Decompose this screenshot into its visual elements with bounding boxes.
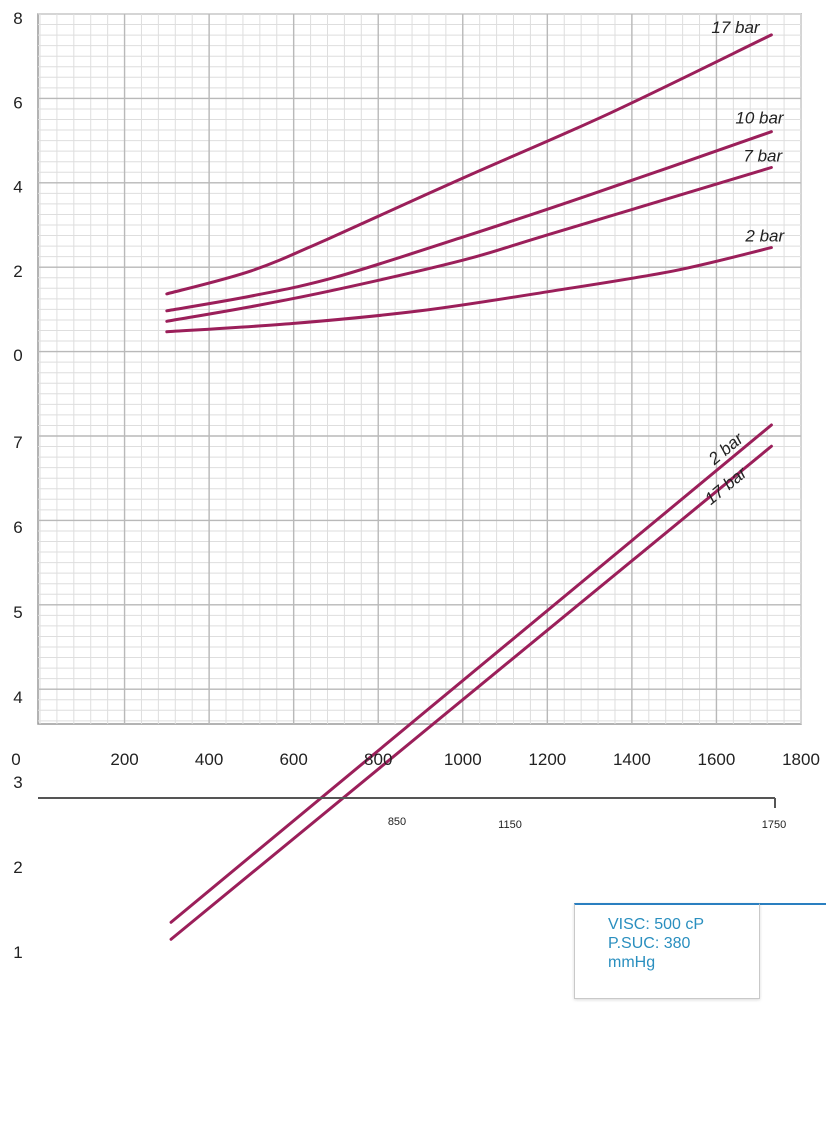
curve-upper-10-bar bbox=[165, 130, 773, 313]
x-tick-400: 400 bbox=[195, 750, 223, 769]
legend-psuc: P.SUC: 380 bbox=[608, 935, 691, 952]
x-tick-600: 600 bbox=[279, 750, 307, 769]
x-tick-1800: 1800 bbox=[782, 750, 820, 769]
grid bbox=[37, 13, 802, 725]
legend-box: VISC: 500 cP P.SUC: 380 mmHg bbox=[574, 903, 760, 999]
y-tick-lower-6: 6 bbox=[13, 518, 22, 537]
curve-upper-17-bar bbox=[165, 33, 773, 296]
y-tick-lower-5: 5 bbox=[13, 603, 22, 622]
curve-label-upper-17-bar: 17 bar bbox=[711, 18, 761, 37]
x-tick-1600: 1600 bbox=[698, 750, 736, 769]
secondary-tick-850: 850 bbox=[388, 816, 406, 828]
curve-label-upper-10-bar: 10 bar bbox=[735, 109, 785, 128]
y-tick-upper-4: 4 bbox=[13, 178, 22, 197]
y-tick-upper-6: 6 bbox=[13, 93, 22, 112]
y-tick-lower-1: 1 bbox=[13, 943, 22, 962]
axis-layer: 0 2 4 6 8 1 2 3 4 5 6 7 0 200 400 600 800 1000 1200 1400 160… bbox=[11, 9, 820, 962]
x-tick-1200: 1200 bbox=[528, 750, 566, 769]
series-layer bbox=[165, 33, 773, 941]
legend-psuc-unit: mmHg bbox=[608, 954, 656, 971]
x-tick-1000: 1000 bbox=[444, 750, 482, 769]
x-tick-800: 800 bbox=[364, 750, 392, 769]
y-tick-lower-7: 7 bbox=[13, 433, 22, 452]
curve-label-upper-7-bar: 7 bar bbox=[743, 147, 783, 166]
legend-visc: VISC: 500 cP bbox=[608, 916, 705, 933]
x-tick-0: 0 bbox=[11, 750, 20, 769]
legend-connector-line bbox=[760, 903, 826, 905]
curve-lower-2-bar bbox=[169, 423, 773, 924]
x-tick-200: 200 bbox=[110, 750, 138, 769]
y-tick-upper-8: 8 bbox=[13, 9, 22, 28]
secondary-tick-1150: 1150 bbox=[498, 819, 522, 831]
y-tick-lower-4: 4 bbox=[13, 688, 22, 707]
x-tick-1400: 1400 bbox=[613, 750, 651, 769]
curve-upper-2-bar bbox=[165, 246, 773, 334]
curve-upper-7-bar bbox=[165, 166, 773, 323]
y-tick-upper-2: 2 bbox=[13, 262, 22, 281]
curve-label-upper-2-bar: 2 bar bbox=[744, 227, 785, 246]
plot-frame bbox=[37, 13, 802, 725]
secondary-tick-1750: 1750 bbox=[762, 819, 786, 831]
curve-lower-17-bar bbox=[169, 444, 773, 941]
y-tick-upper-0: 0 bbox=[13, 346, 22, 365]
y-tick-lower-2: 2 bbox=[13, 858, 22, 877]
y-tick-lower-3: 3 bbox=[13, 773, 22, 792]
